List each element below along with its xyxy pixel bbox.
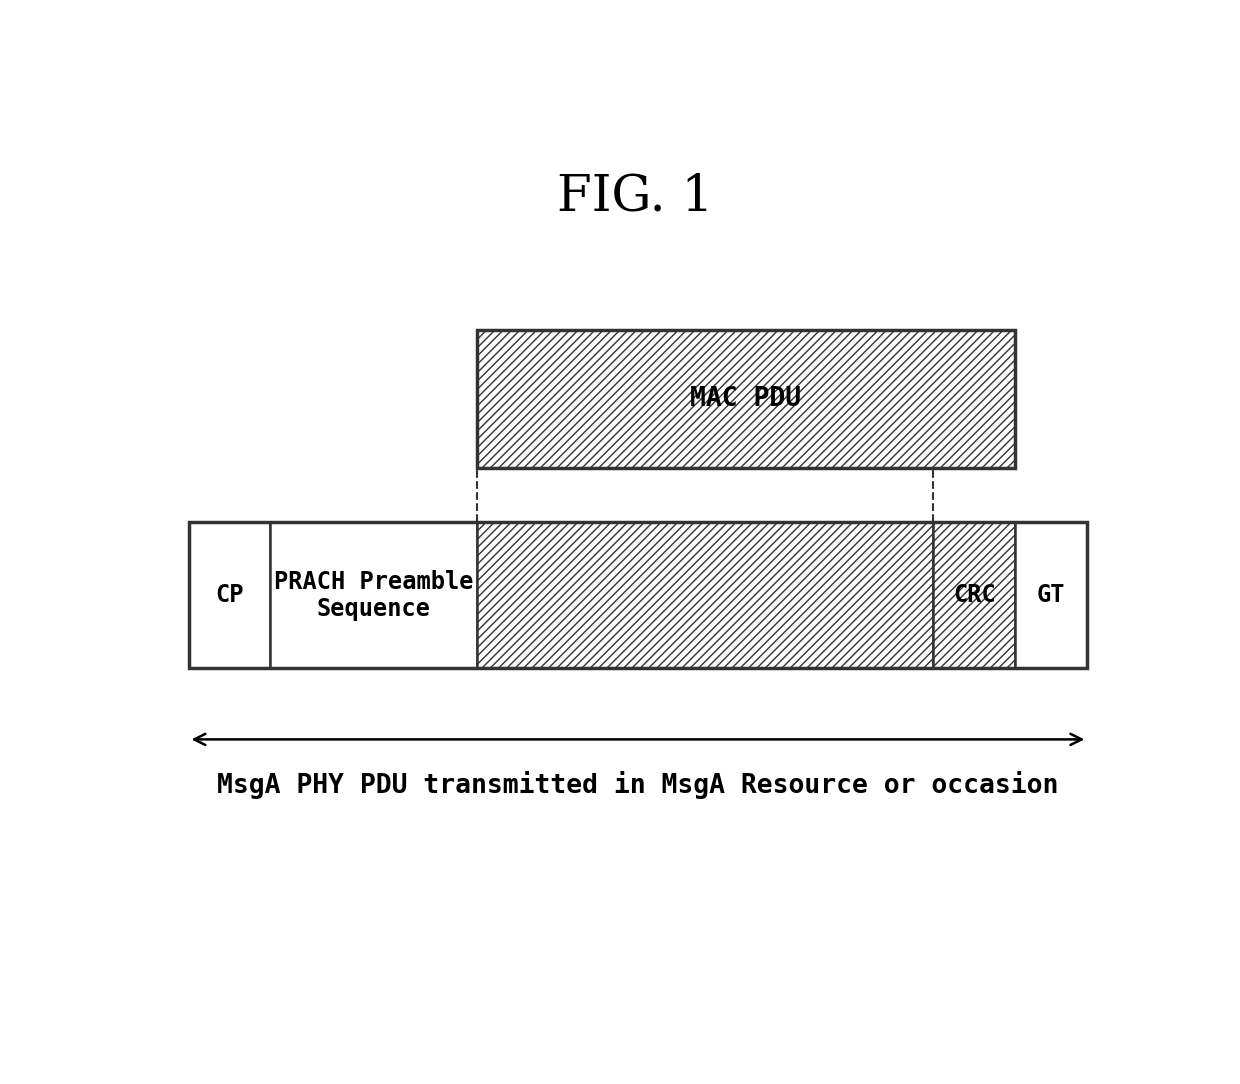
Text: GT: GT (1037, 583, 1065, 607)
Text: CP: CP (216, 583, 244, 607)
Bar (477, 331, 1016, 468)
Bar (270, 522, 477, 669)
Bar (188, 522, 270, 669)
Text: MAC PDU: MAC PDU (691, 386, 801, 412)
Text: FIG. 1: FIG. 1 (557, 172, 714, 221)
Bar (188, 522, 1087, 669)
Bar (934, 522, 1016, 669)
Text: PRACH Preamble
Sequence: PRACH Preamble Sequence (274, 569, 474, 621)
Bar (1016, 522, 1087, 669)
Bar (477, 522, 934, 669)
Text: CRC: CRC (952, 583, 996, 607)
Text: MsgA PHY PDU transmitted in MsgA Resource or occasion: MsgA PHY PDU transmitted in MsgA Resourc… (217, 772, 1059, 799)
